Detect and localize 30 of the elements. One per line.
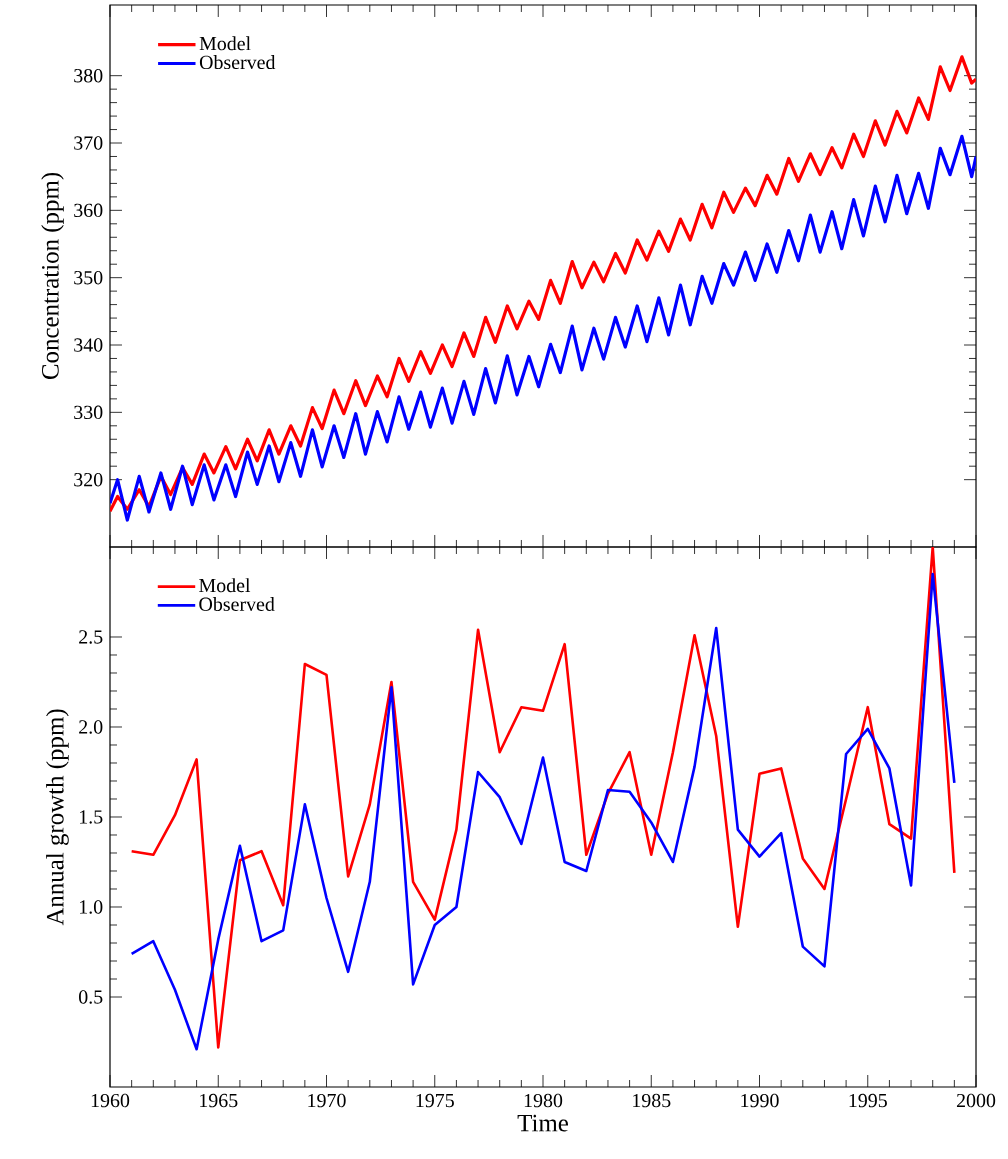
x-tick-label: 1965: [200, 1093, 238, 1108]
y-tick-label: 330: [74, 405, 103, 420]
x-tick-label: 1985: [633, 1093, 671, 1108]
y-axis-title: Concentration (ppm): [41, 172, 64, 380]
x-tick-label: 1960: [91, 1093, 130, 1108]
x-tick-label: 1995: [849, 1093, 887, 1108]
line-series: [110, 134, 977, 522]
y-tick-label: 1.5: [80, 810, 103, 824]
y-tick-label: 360: [74, 203, 103, 218]
y-tick-label: 320: [74, 472, 103, 487]
y-tick-label: 0.5: [79, 990, 103, 1004]
y-tick-label: 370: [74, 136, 103, 150]
x-tick-label: 1980: [524, 1093, 563, 1108]
y-tick-label: 350: [74, 270, 103, 285]
y-tick-label: 1.0: [80, 900, 103, 914]
x-tick-label: 1990: [741, 1093, 779, 1108]
legend-label: Observed: [199, 596, 275, 611]
line-series: [110, 55, 977, 513]
x-axis-title: Time: [517, 1114, 568, 1132]
y-tick-label: 2.5: [79, 630, 103, 644]
legend-label: Model: [199, 578, 251, 593]
x-tick-label: 1970: [308, 1093, 346, 1108]
legend-label: Observed: [199, 55, 276, 70]
x-tick-label: 1975: [416, 1093, 454, 1108]
y-tick-label: 380: [74, 68, 103, 83]
legend-label: Model: [199, 36, 251, 51]
y-tick-label: 2.0: [79, 720, 103, 734]
y-tick-label: 340: [74, 338, 103, 352]
x-tick-label: 2000: [956, 1093, 996, 1108]
y-axis-title: Annual growth (ppm): [46, 709, 69, 926]
